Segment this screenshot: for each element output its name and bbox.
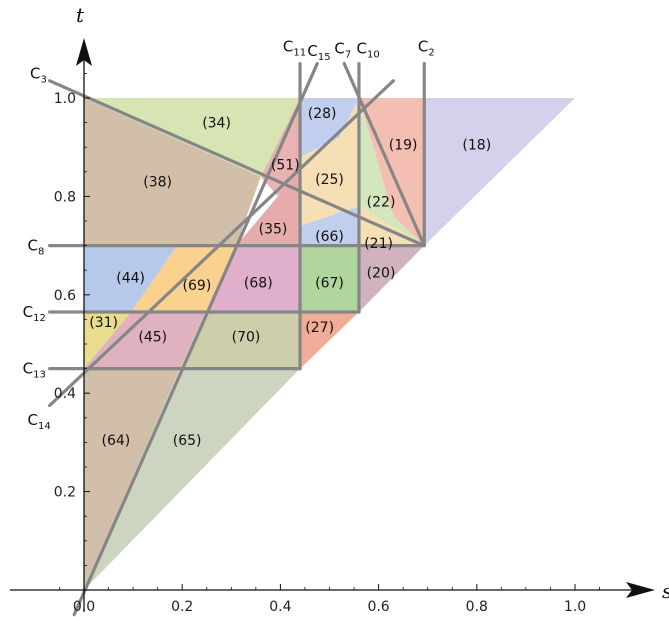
axes-layer: 0.0 0.2 0.4 0.6 0.8 1.0 0.2 0.4 0.6 0.8 1.0 s t	[10, 3, 669, 615]
region-22	[358, 98, 425, 246]
curve-label-c8: C8	[28, 237, 45, 258]
region-65	[84, 368, 301, 590]
x-tick-label: 0.6	[367, 599, 389, 615]
curve-label-c15: C15	[307, 42, 330, 63]
region-18	[424, 98, 575, 246]
region-34	[84, 98, 301, 177]
region-66	[300, 206, 359, 246]
y-tick-label: 0.4	[54, 386, 76, 402]
region-label: (21)	[364, 236, 393, 252]
y-tick-label: 0.6	[54, 288, 76, 304]
region-44	[84, 245, 178, 313]
curve-c15-line	[72, 61, 319, 617]
region-21	[358, 206, 425, 246]
region-label: (45)	[138, 330, 167, 346]
labels-layer: (34) (38) (51) (28) (25) (19) (18) (22) (35) (66)…	[23, 37, 492, 449]
region-label: (25)	[315, 172, 344, 188]
region-label: (38)	[143, 175, 172, 191]
region-label: (64)	[102, 433, 131, 449]
curve-c14-line	[48, 79, 395, 408]
y-axis-arrow-icon	[76, 38, 92, 66]
curve-label-c12: C12	[23, 303, 46, 324]
region-70	[179, 312, 301, 369]
x-tick-label: 1.0	[564, 599, 586, 615]
region-label: (68)	[244, 276, 273, 292]
region-label: (67)	[315, 276, 344, 292]
x-tick-label: 0.8	[466, 599, 488, 615]
y-tick-label: 1.0	[54, 91, 76, 107]
region-label: (19)	[389, 138, 418, 154]
region-label: (28)	[308, 106, 337, 122]
x-tick-label: 0.2	[171, 599, 193, 615]
region-label: (27)	[305, 320, 334, 336]
curves-layer	[48, 61, 426, 617]
region-28	[300, 98, 359, 158]
region-20	[358, 245, 425, 313]
curve-label-c11: C11	[283, 37, 306, 58]
curve-label-c13: C13	[23, 360, 46, 381]
region-label: (35)	[259, 221, 288, 237]
x-axis-label: s	[662, 579, 669, 603]
curve-label-c10: C10	[357, 40, 380, 61]
region-25	[300, 98, 359, 226]
curve-label-c2: C2	[418, 37, 435, 58]
x-axis-arrow-icon	[626, 582, 655, 598]
region-35	[236, 157, 301, 246]
curve-label-c3: C3	[30, 64, 47, 85]
region-label: (20)	[367, 266, 396, 282]
region-45	[84, 312, 206, 369]
region-label: (65)	[173, 433, 202, 449]
region-label: (44)	[116, 271, 145, 287]
region-label: (34)	[202, 116, 231, 132]
y-tick-label: 0.8	[54, 189, 76, 205]
region-27	[300, 312, 359, 369]
region-label: (18)	[462, 138, 491, 154]
region-label: (22)	[367, 194, 396, 210]
curve-label-c14: C14	[28, 411, 51, 432]
curve-label-c7: C7	[334, 40, 351, 61]
region-64	[84, 368, 180, 590]
region-label: (66)	[315, 229, 344, 245]
region-label: (31)	[89, 315, 118, 331]
y-axis-label: t	[76, 3, 85, 27]
region-67	[300, 245, 359, 313]
region-label: (51)	[271, 157, 300, 173]
region-label: (70)	[232, 330, 261, 346]
region-label: (69)	[183, 278, 212, 294]
curve-c3-line	[48, 79, 426, 248]
y-tick-label: 0.2	[54, 485, 76, 501]
x-tick-label: 0.4	[269, 599, 291, 615]
x-tick-label: 0.0	[73, 599, 95, 615]
region-38	[84, 98, 261, 246]
